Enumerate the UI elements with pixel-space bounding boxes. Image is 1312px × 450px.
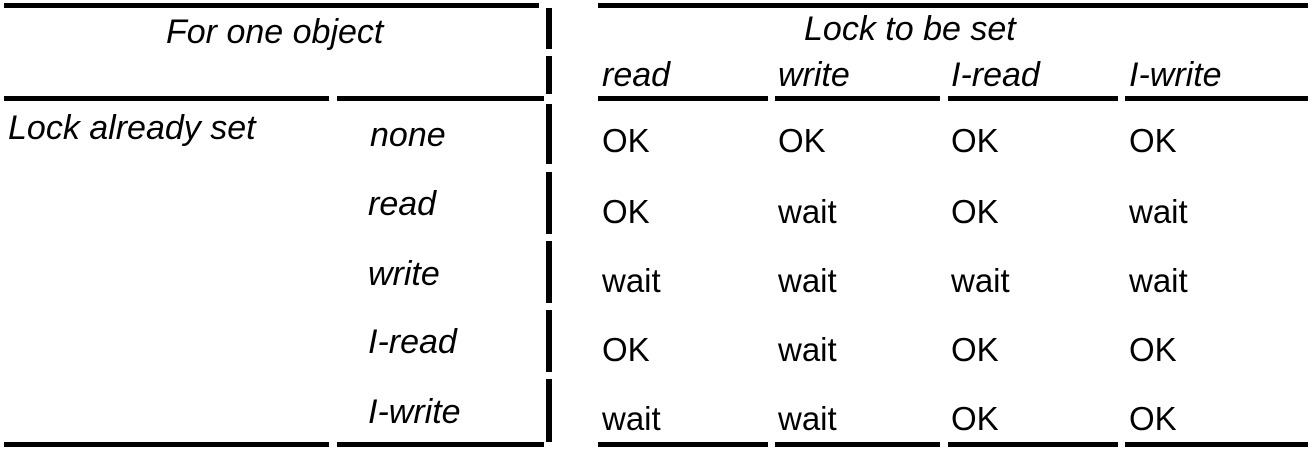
- cell-i-read-i-read: OK: [951, 331, 999, 368]
- cell-i-read-i-write: OK: [1129, 331, 1177, 368]
- cell-read-write: wait: [778, 193, 837, 230]
- vertical-rule-row-2: [546, 172, 552, 234]
- cell-i-write-i-read: OK: [951, 400, 999, 437]
- cell-none-read: OK: [602, 122, 650, 159]
- corner-title: For one object: [166, 13, 384, 51]
- header-rule-left: [4, 96, 329, 101]
- column-header-write: write: [778, 56, 850, 94]
- cell-write-i-write: wait: [1129, 262, 1188, 299]
- cell-read-i-read: OK: [951, 193, 999, 230]
- bottom-rule-col-4: [1125, 442, 1308, 447]
- vertical-rule-row-1: [546, 104, 552, 164]
- header-rule-col-1: [598, 96, 768, 101]
- cell-i-read-write: wait: [778, 331, 837, 368]
- row-group-title: Lock already set: [8, 109, 256, 147]
- row-label-none: none: [370, 116, 446, 154]
- cell-none-write: OK: [778, 122, 826, 159]
- column-header-read: read: [602, 56, 671, 94]
- row-label-i-read: I-read: [368, 323, 457, 361]
- bottom-rule-col-2: [775, 442, 940, 447]
- vertical-rule-row-3: [546, 241, 552, 303]
- row-label-read: read: [368, 185, 437, 223]
- vertical-rule-row-4: [546, 310, 552, 372]
- header-rule-col-3: [948, 96, 1118, 101]
- top-rule-right: [598, 3, 1308, 8]
- column-header-i-write: I-write: [1129, 56, 1222, 94]
- cell-none-i-write: OK: [1129, 122, 1177, 159]
- cell-read-read: OK: [602, 193, 650, 230]
- column-group-title: Lock to be set: [804, 10, 1016, 48]
- cell-write-i-read: wait: [951, 262, 1010, 299]
- bottom-rule-left: [4, 442, 329, 447]
- vertical-rule-row-5: [546, 379, 552, 442]
- top-rule-left: [4, 3, 539, 8]
- vertical-rule-header-1: [546, 8, 552, 49]
- cell-none-i-read: OK: [951, 122, 999, 159]
- row-label-write: write: [368, 255, 440, 293]
- cell-i-write-write: wait: [778, 400, 837, 437]
- bottom-rule-col-3: [948, 442, 1118, 447]
- column-header-i-read: I-read: [951, 56, 1040, 94]
- cell-write-read: wait: [602, 262, 661, 299]
- cell-write-write: wait: [778, 262, 837, 299]
- cell-i-write-i-write: OK: [1129, 400, 1177, 437]
- header-rule-col-4: [1125, 96, 1308, 101]
- header-rule-col-2: [775, 96, 940, 101]
- cell-read-i-write: wait: [1129, 193, 1188, 230]
- bottom-rule-middle: [337, 442, 544, 447]
- row-label-i-write: I-write: [368, 393, 461, 431]
- header-rule-middle: [337, 96, 544, 101]
- cell-i-write-read: wait: [602, 400, 661, 437]
- bottom-rule-col-1: [598, 442, 768, 447]
- cell-i-read-read: OK: [602, 331, 650, 368]
- vertical-rule-header-2: [546, 56, 552, 94]
